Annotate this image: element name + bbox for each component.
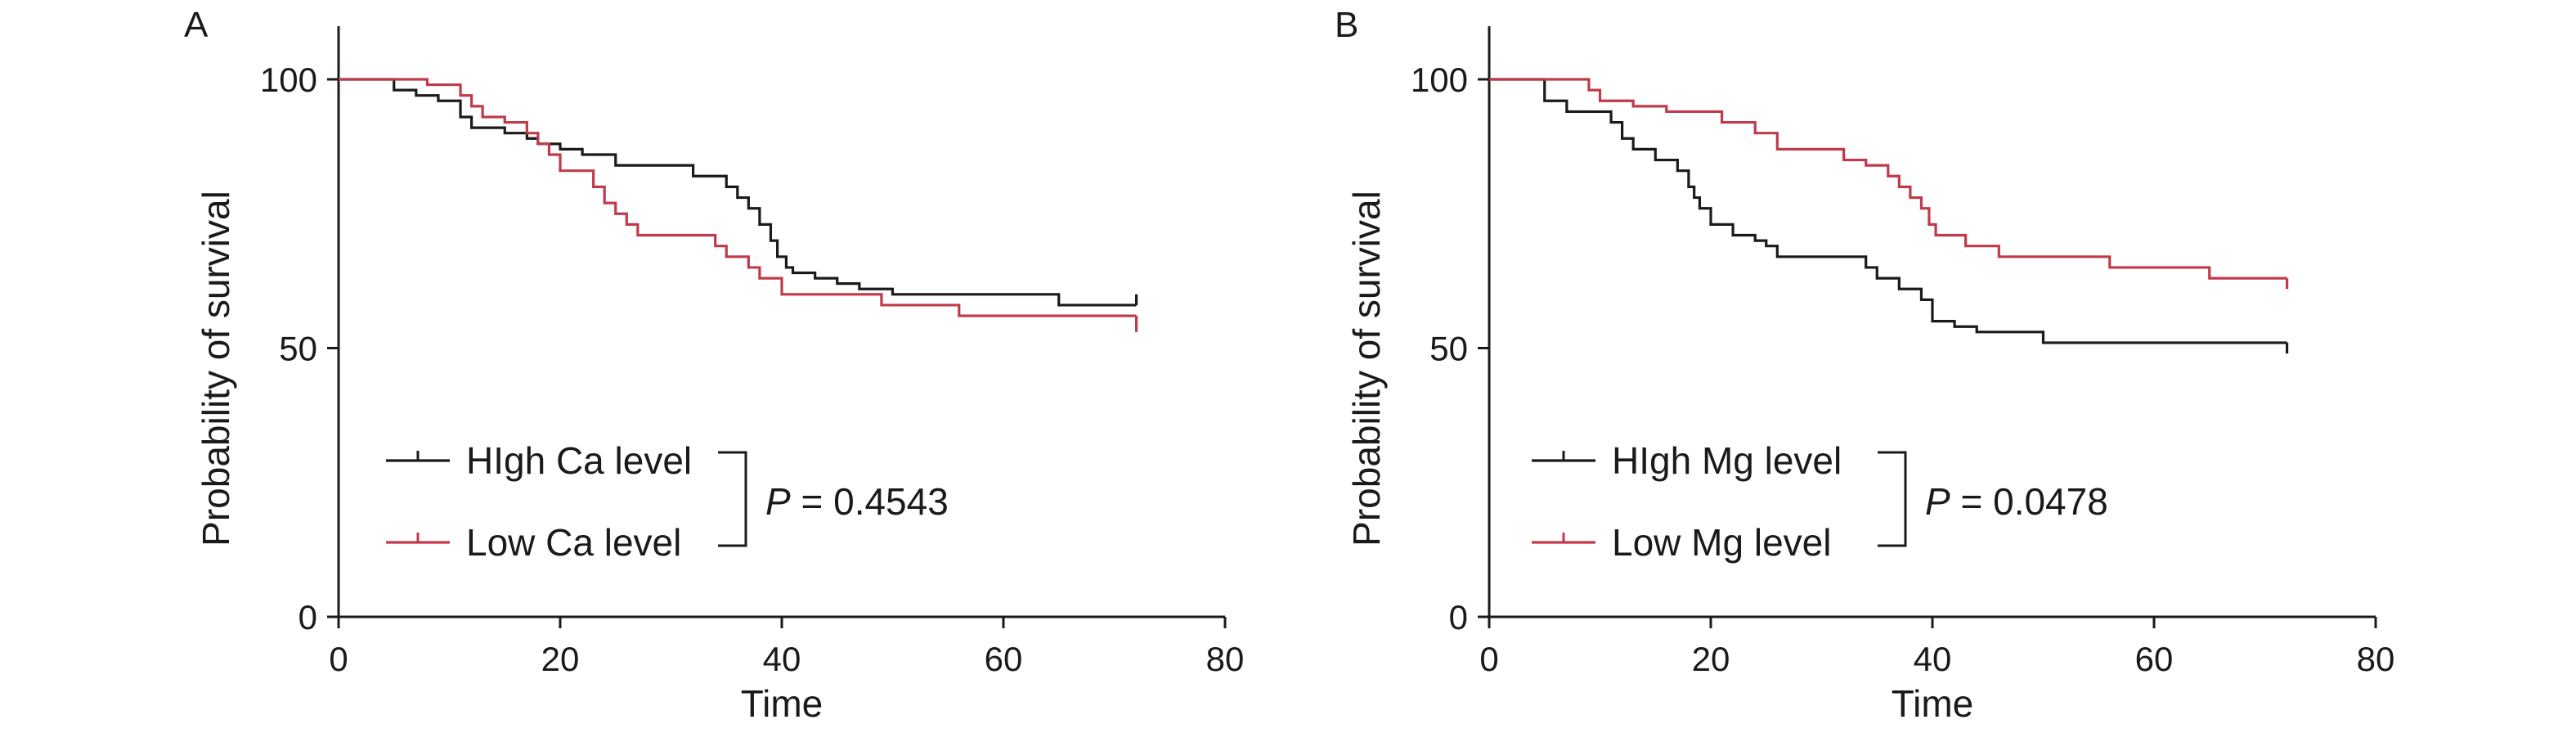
p-value-bracket: [1878, 451, 1907, 547]
panel-a-y-axis-title: Probability of survival: [195, 191, 237, 546]
x-tick-label: 40: [1914, 640, 1952, 678]
y-tick-label: 0: [298, 598, 317, 636]
panel-a: A Probability of survival Time 0 20 40 60 80…: [184, 5, 1244, 725]
p-value-bracket: [718, 451, 747, 547]
legend-label-high-ca: HIgh Ca level: [466, 439, 692, 482]
y-tick-label: 100: [1411, 61, 1468, 99]
x-tick-label: 60: [2135, 640, 2174, 678]
x-tick-label: 20: [541, 640, 580, 678]
legend-label-low-ca: Low Ca level: [466, 521, 681, 564]
survival-curve-low-ca-level: [339, 78, 1138, 332]
panel-a-axes: 0 20 40 60 80 0 50 100: [260, 26, 1244, 678]
survival-curve-low-mg-level: [1489, 78, 2289, 290]
panel-b-x-axis-title: Time: [1892, 682, 1974, 725]
y-tick-label: 100: [260, 61, 317, 99]
x-tick-label: 0: [329, 640, 348, 678]
p-value-symbol: P: [765, 480, 791, 523]
y-tick-label: 0: [1449, 598, 1468, 636]
panel-a-legend: HIgh Ca level Low Ca level P = 0.4543: [386, 439, 949, 564]
y-tick-label: 50: [1429, 330, 1468, 368]
p-value-text: = 0.0478: [1950, 480, 2108, 523]
y-tick-label: 50: [279, 330, 317, 368]
panel-b-label: B: [1335, 5, 1358, 45]
panel-a-curves: [339, 78, 1138, 332]
p-value-symbol: P: [1925, 480, 1950, 523]
x-tick-label: 20: [1692, 640, 1730, 678]
panel-b-p-value: P = 0.0478: [1925, 480, 2108, 523]
panel-b-curves: [1489, 78, 2289, 354]
x-tick-label: 40: [763, 640, 801, 678]
panel-b-axes: 0 20 40 60 80 0 50 100: [1411, 26, 2394, 678]
panel-b-legend: HIgh Mg level Low Mg level P = 0.0478: [1532, 439, 2108, 564]
legend-label-high-mg: HIgh Mg level: [1612, 439, 1842, 482]
survival-curve-high-ca-level: [339, 78, 1138, 307]
x-tick-label: 0: [1479, 640, 1498, 678]
panel-b-y-axis-title: Probability of survival: [1345, 191, 1388, 546]
panel-b: B Probability of survival Time 0 20 40 60 80…: [1335, 5, 2394, 725]
x-tick-label: 80: [2357, 640, 2395, 678]
legend-label-low-mg: Low Mg level: [1612, 521, 1831, 564]
panel-a-x-axis-title: Time: [741, 682, 824, 725]
p-value-text: = 0.4543: [791, 480, 949, 523]
survival-curve-high-mg-level: [1489, 78, 2289, 354]
panel-a-label: A: [184, 5, 209, 45]
x-tick-label: 80: [1206, 640, 1245, 678]
x-tick-label: 60: [985, 640, 1023, 678]
panel-a-p-value: P = 0.4543: [765, 480, 949, 523]
